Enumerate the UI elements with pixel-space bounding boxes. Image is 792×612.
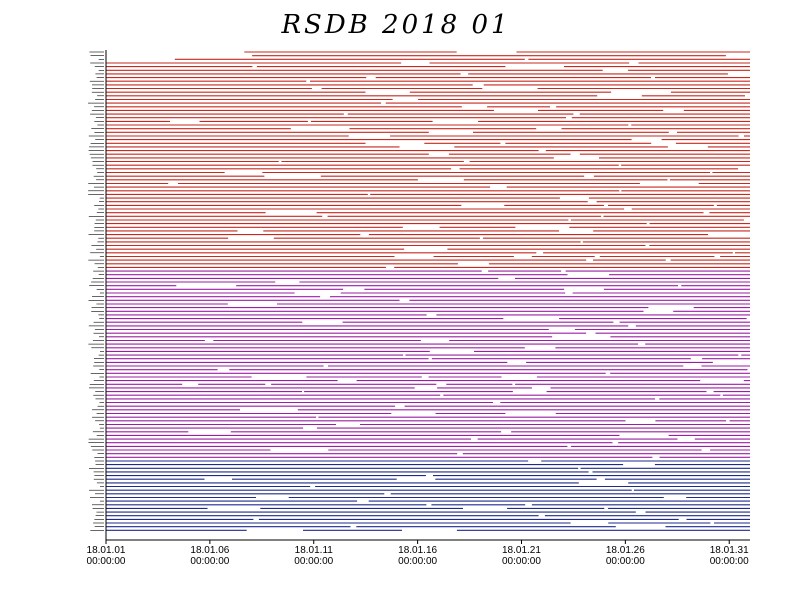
x-tick-date: 18.01.16 bbox=[398, 545, 437, 556]
x-tick-date: 18.01.26 bbox=[606, 545, 645, 556]
x-tick-date: 18.01.06 bbox=[190, 545, 229, 556]
x-tick-time: 00:00:00 bbox=[710, 556, 749, 567]
x-tick-time: 00:00:00 bbox=[87, 556, 126, 567]
x-tick-time: 00:00:00 bbox=[502, 556, 541, 567]
x-tick-date: 18.01.01 bbox=[87, 545, 126, 556]
x-tick-date: 18.01.31 bbox=[710, 545, 749, 556]
chart-title: RSDB 2018 01 bbox=[281, 10, 511, 40]
x-tick-date: 18.01.21 bbox=[502, 545, 541, 556]
x-tick-time: 00:00:00 bbox=[294, 556, 333, 567]
x-tick-time: 00:00:00 bbox=[606, 556, 645, 567]
x-tick-time: 00:00:00 bbox=[398, 556, 437, 567]
x-tick-date: 18.01.11 bbox=[295, 545, 334, 556]
x-tick-time: 00:00:00 bbox=[190, 556, 229, 567]
